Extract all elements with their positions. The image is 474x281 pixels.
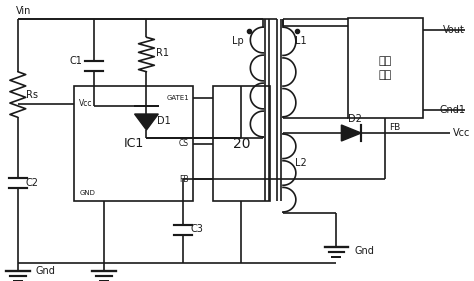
Text: IC1: IC1 [123, 137, 144, 150]
Bar [74, 86, 193, 201]
Text: D2: D2 [348, 114, 362, 124]
Bar [213, 86, 270, 201]
Text: D1: D1 [157, 116, 171, 126]
Text: GATE1: GATE1 [166, 95, 189, 101]
Text: Gnd1: Gnd1 [439, 105, 465, 115]
Text: L1: L1 [295, 36, 307, 46]
Text: GND: GND [79, 190, 95, 196]
Bar [348, 18, 422, 118]
Text: CS: CS [179, 139, 189, 148]
Text: Vout: Vout [443, 25, 465, 35]
Text: 20: 20 [233, 137, 250, 151]
Text: C3: C3 [191, 224, 203, 234]
Text: Rs: Rs [26, 90, 37, 100]
Polygon shape [341, 125, 361, 141]
Text: Gnd: Gnd [354, 246, 374, 256]
Text: C2: C2 [25, 178, 38, 188]
Text: FB: FB [180, 175, 189, 183]
Text: R1: R1 [156, 48, 169, 58]
Text: Vin: Vin [16, 6, 31, 16]
Text: 输出
电路: 输出 电路 [379, 56, 392, 80]
Text: C1: C1 [69, 56, 82, 66]
Text: Vcc: Vcc [453, 128, 471, 138]
Text: Lp: Lp [232, 36, 243, 46]
Polygon shape [135, 114, 158, 130]
Text: Vcc: Vcc [79, 99, 92, 108]
Text: FB: FB [389, 124, 400, 133]
Text: L2: L2 [295, 158, 307, 168]
Text: Gnd: Gnd [36, 266, 55, 276]
